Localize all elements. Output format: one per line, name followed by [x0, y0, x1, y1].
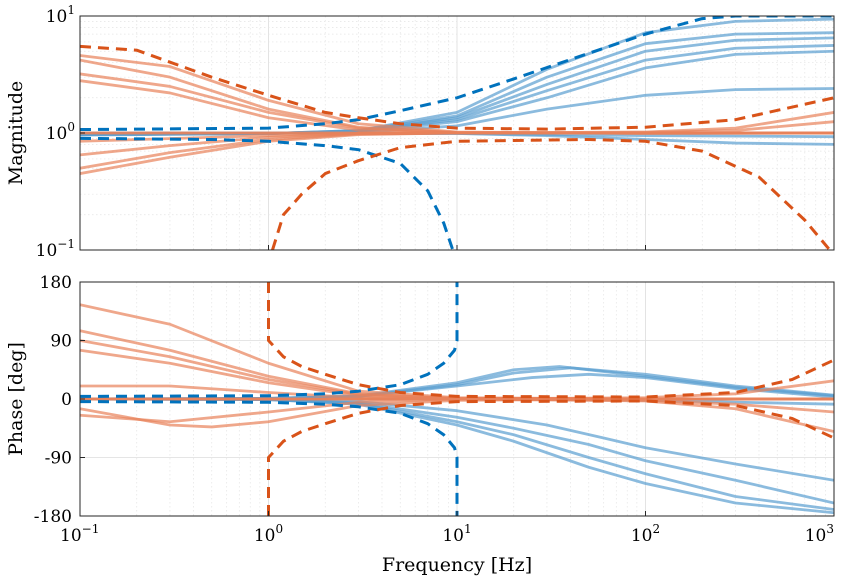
- magnitude-lines: [80, 16, 834, 250]
- magnitude-ytick-label: 10−1: [36, 237, 75, 261]
- phase-ylabel: Phase [deg]: [5, 342, 27, 456]
- magnitude-ytick-label: 101: [46, 3, 75, 27]
- magnitude-ytick-label: 100: [46, 120, 75, 144]
- magnitude-blue-dashed-line-20: [80, 136, 455, 250]
- phase-blue-dashed-line-19: [80, 282, 459, 398]
- frequency-tick-label: 100: [254, 522, 283, 546]
- frequency-tick-labels: 10−1 100 101 102 103: [60, 245, 835, 546]
- phase-orange-dashed-line-21: [267, 282, 834, 399]
- magnitude-orange-dashed-line-22: [271, 138, 831, 250]
- magnitude-ylabel: Magnitude: [5, 81, 27, 186]
- phase-ytick-label: -180: [34, 507, 72, 527]
- magnitude-blue-dashed-line-19: [80, 16, 834, 132]
- phase-axes: 180 90 0 -90 -180 Phase [deg]: [5, 273, 835, 527]
- phase-blue-dashed-line-20: [80, 400, 459, 516]
- frequency-tick-label: 102: [631, 522, 660, 546]
- magnitude-ticks: 10−1 100 101: [36, 3, 85, 261]
- phase-ticks: 180 90 0 -90 -180: [34, 273, 85, 527]
- phase-ytick-label: 0: [61, 390, 72, 410]
- frequency-xlabel: Frequency [Hz]: [382, 554, 532, 576]
- magnitude-orange-solid-line-18: [80, 120, 834, 135]
- phase-orange-solid-line-18: [80, 397, 834, 433]
- phase-ytick-label: 90: [50, 332, 72, 352]
- phase-lines: [80, 282, 834, 516]
- magnitude-orange-dashed-line-21: [80, 44, 834, 131]
- frequency-tick-label: 10−1: [60, 522, 99, 546]
- phase-ytick-label: -90: [45, 449, 72, 469]
- phase-ytick-label: 180: [40, 273, 72, 293]
- magnitude-axes: 10−1 100 101 Magnitude: [5, 3, 835, 261]
- phase-orange-dashed-line-22: [267, 399, 834, 516]
- frequency-tick-label: 101: [442, 522, 471, 546]
- frequency-tick-label: 103: [805, 522, 834, 546]
